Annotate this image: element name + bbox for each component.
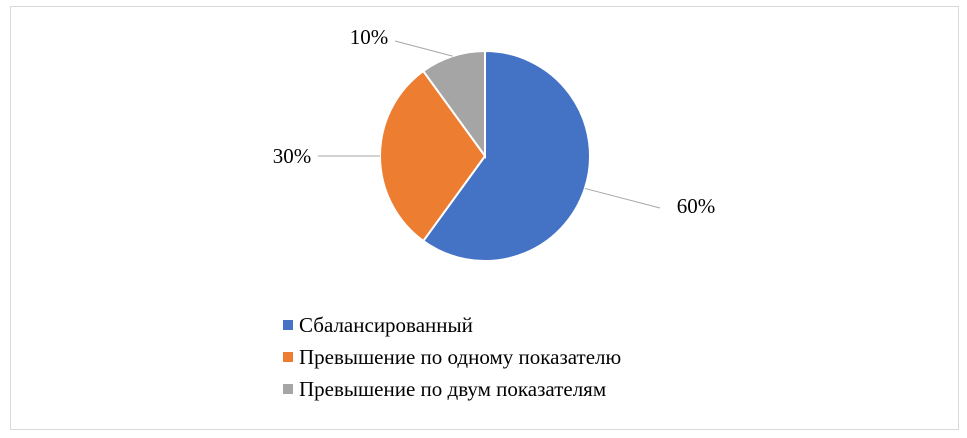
legend-label: Превышение по двум показателям <box>299 376 607 401</box>
leader-lines <box>318 40 661 209</box>
legend-swatch <box>283 320 293 330</box>
legend-item-balanced: Сбалансированный <box>283 309 803 341</box>
data-label-excess-two: 10% <box>350 25 389 49</box>
data-labels: 60% 30% 10% <box>273 25 716 218</box>
legend-swatch <box>283 384 293 394</box>
data-label-balanced: 60% <box>677 194 716 218</box>
legend-item-excess-one: Превышение по одному показателю <box>283 341 803 373</box>
legend-label: Превышение по одному показателю <box>299 344 622 369</box>
leader-line <box>584 187 661 209</box>
chart-legend: Сбалансированный Превышение по одному по… <box>283 309 803 405</box>
pie-slice-excess-one <box>379 69 487 243</box>
legend-swatch <box>283 352 293 362</box>
pie-slices <box>379 49 591 262</box>
pie-slice-balanced <box>421 49 591 262</box>
leader-line <box>394 40 453 57</box>
data-label-excess-one: 30% <box>273 144 312 168</box>
legend-label: Сбалансированный <box>299 312 473 337</box>
pie-slice-excess-two <box>421 49 486 160</box>
legend-item-excess-two: Превышение по двум показателям <box>283 373 803 405</box>
